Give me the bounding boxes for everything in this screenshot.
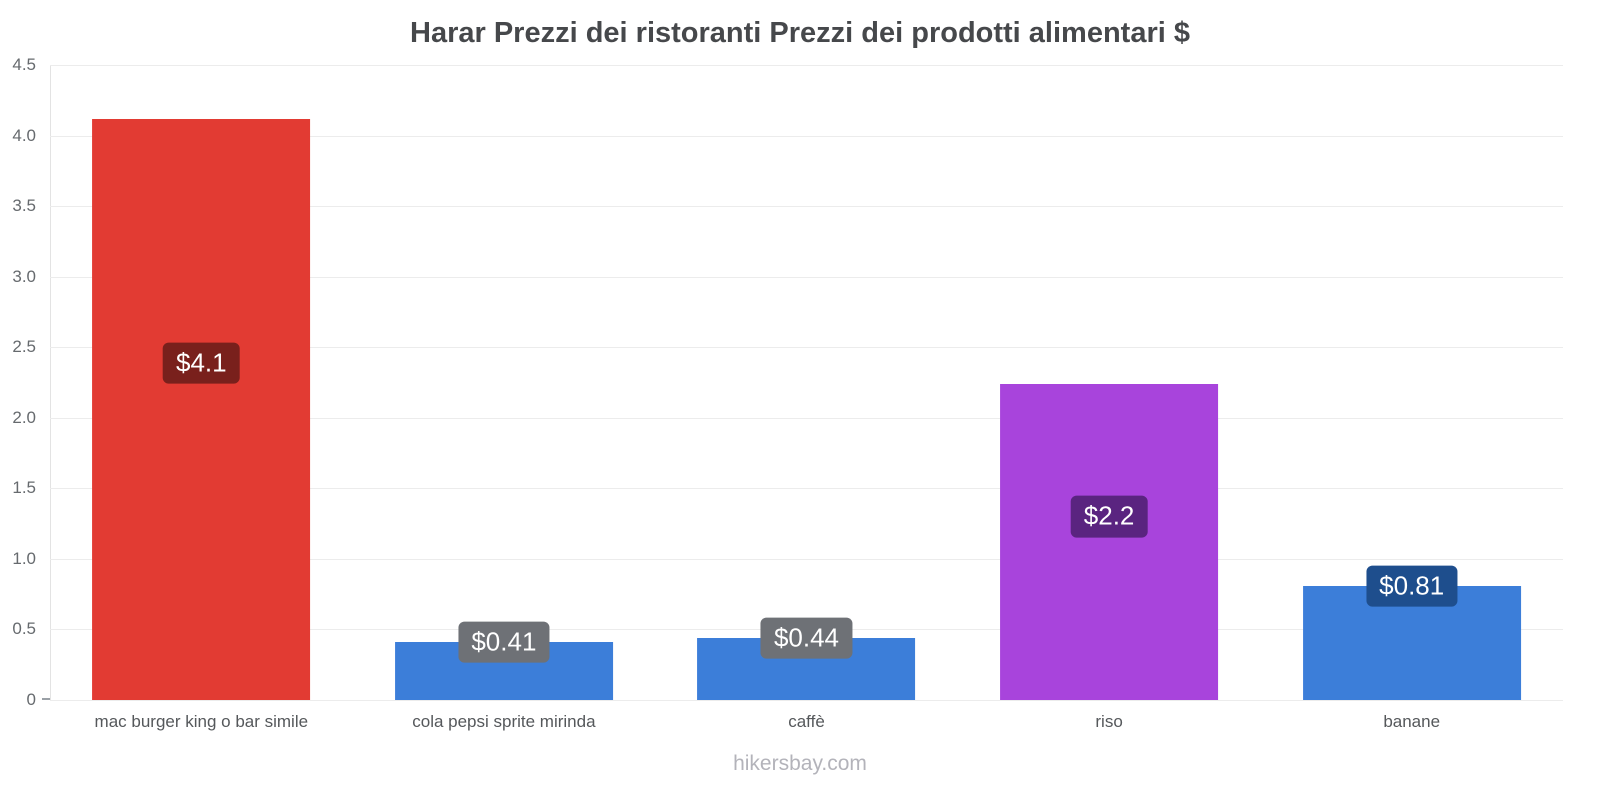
- y-tick-label: 2.5: [12, 337, 36, 357]
- y-gridline: [50, 347, 1563, 349]
- y-gridline: [50, 65, 1563, 66]
- x-axis: mac burger king o bar simile cola pepsi s…: [50, 712, 1563, 738]
- y-gridline: [50, 206, 1563, 208]
- bar-value-badge: $4.1: [162, 342, 240, 384]
- y-tick-label: 3.5: [12, 196, 36, 216]
- y-gridline: [50, 276, 1563, 278]
- y-gridline: [50, 700, 1563, 701]
- bar-value-badge: $0.41: [458, 621, 550, 663]
- y-gridline: [50, 135, 1563, 137]
- y-axis: 0 0.5 1.0 1.5 2.0 2.5 3.0 3.5 4.0 4.5: [0, 55, 42, 709]
- y-gridline: [50, 417, 1563, 419]
- y-tick-label: 2.0: [12, 407, 36, 427]
- watermark: hikersbay.com: [733, 752, 867, 775]
- x-axis-label: caffè: [788, 712, 825, 731]
- y-gridline: [50, 558, 1563, 560]
- bar-slot: $0.41: [353, 65, 656, 700]
- y-axis-line: [50, 65, 51, 700]
- y-tick-label: 3.0: [12, 266, 36, 286]
- y-tick-label: 1.0: [12, 548, 36, 568]
- y-tick-label: 4.0: [12, 125, 36, 145]
- y-tick-label: 4.5: [12, 55, 36, 74]
- y-tick-label: 1.5: [12, 478, 36, 498]
- bar: [1000, 383, 1219, 700]
- bar-slot: $4.1: [50, 65, 353, 700]
- x-axis-zero-tick: [42, 698, 50, 700]
- y-tick-label: 0.5: [12, 619, 36, 639]
- bar-value-badge: $0.44: [760, 617, 853, 659]
- x-axis-label: riso: [1095, 712, 1123, 731]
- x-axis-label: banane: [1383, 712, 1441, 731]
- bar-slot: $2.2: [958, 65, 1261, 700]
- bar-value-badge: $0.81: [1366, 565, 1458, 607]
- x-axis-label: cola pepsi sprite mirinda: [412, 712, 596, 731]
- bar: [92, 118, 311, 700]
- y-tick-label: 0: [26, 690, 36, 709]
- bar-slot: $0.44: [655, 65, 958, 700]
- y-gridline: [50, 488, 1563, 490]
- chart-title: Harar Prezzi dei ristoranti Prezzi dei p…: [410, 17, 1190, 49]
- bar-value-badge: $2.2: [1070, 496, 1148, 538]
- x-axis-label: mac burger king o bar simile: [94, 712, 309, 731]
- bar-slot: $0.81: [1260, 65, 1563, 700]
- plot-area: $4.1 $0.41 $0.44 $2.2 $0.81: [42, 65, 1563, 701]
